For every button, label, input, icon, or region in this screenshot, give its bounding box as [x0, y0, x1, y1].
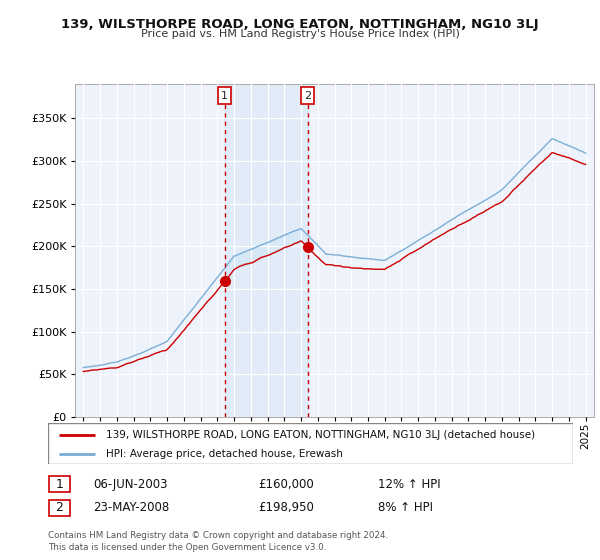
Text: 23-MAY-2008: 23-MAY-2008: [93, 501, 169, 515]
Text: 2: 2: [304, 91, 311, 101]
Bar: [224, 84, 308, 417]
Text: £198,950: £198,950: [258, 501, 314, 515]
Text: Contains HM Land Registry data © Crown copyright and database right 2024.
This d: Contains HM Land Registry data © Crown c…: [48, 531, 388, 552]
Text: 139, WILSTHORPE ROAD, LONG EATON, NOTTINGHAM, NG10 3LJ (detached house): 139, WILSTHORPE ROAD, LONG EATON, NOTTIN…: [106, 430, 535, 440]
Text: Price paid vs. HM Land Registry's House Price Index (HPI): Price paid vs. HM Land Registry's House …: [140, 29, 460, 39]
Text: 1: 1: [221, 91, 228, 101]
Text: 1: 1: [55, 478, 64, 491]
Text: 12% ↑ HPI: 12% ↑ HPI: [378, 478, 440, 491]
Text: 2: 2: [55, 501, 64, 515]
Text: 139, WILSTHORPE ROAD, LONG EATON, NOTTINGHAM, NG10 3LJ: 139, WILSTHORPE ROAD, LONG EATON, NOTTIN…: [61, 18, 539, 31]
Text: HPI: Average price, detached house, Erewash: HPI: Average price, detached house, Erew…: [106, 449, 343, 459]
Text: 8% ↑ HPI: 8% ↑ HPI: [378, 501, 433, 515]
Text: £160,000: £160,000: [258, 478, 314, 491]
Text: 06-JUN-2003: 06-JUN-2003: [93, 478, 167, 491]
